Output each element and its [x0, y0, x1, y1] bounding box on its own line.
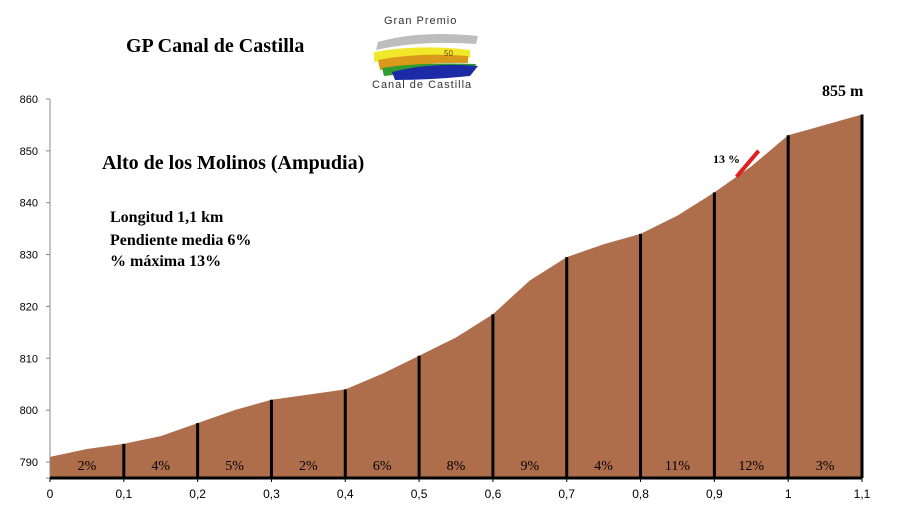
- x-tick-label: 0,9: [706, 487, 723, 501]
- segment-gradient-label: 2%: [299, 459, 318, 474]
- segment-gradient-label: 4%: [151, 459, 170, 474]
- logo-badge: 50: [444, 49, 453, 58]
- segment-gradient-label: 2%: [78, 459, 97, 474]
- info-average-gradient: Pendiente media 6%: [110, 232, 251, 249]
- segment-gradient-label: 6%: [373, 459, 392, 474]
- x-tick-label: 0,4: [337, 487, 354, 501]
- x-tick-label: 1: [785, 487, 792, 501]
- y-tick-label: 790: [20, 457, 38, 469]
- segment-gradient-label: 5%: [225, 459, 244, 474]
- logo-top-text: Gran Premio: [384, 15, 457, 27]
- max-gradient-section: [734, 149, 761, 179]
- y-tick-label: 800: [20, 405, 38, 417]
- x-tick-label: 0,5: [411, 487, 428, 501]
- x-tick-label: 0,8: [632, 487, 649, 501]
- segment-gradient-label: 9%: [520, 459, 539, 474]
- segment-gradient-label: 11%: [665, 459, 690, 474]
- x-tick-label: 0,2: [189, 487, 206, 501]
- x-tick-label: 0: [47, 487, 54, 501]
- y-tick-label: 810: [20, 353, 38, 365]
- y-tick-label: 840: [20, 198, 38, 210]
- elevation-area: [50, 114, 862, 479]
- peak-label: 855 m: [822, 83, 864, 100]
- y-tick-label: 860: [20, 94, 38, 106]
- info-max-gradient: % máxima 13%: [110, 253, 221, 270]
- segment-gradient-label: 12%: [738, 459, 764, 474]
- segment-gradient-label: 3%: [816, 459, 835, 474]
- x-tick-label: 0,7: [558, 487, 575, 501]
- y-tick-label: 830: [20, 250, 38, 262]
- chart-subtitle: Alto de los Molinos (Ampudia): [102, 152, 364, 174]
- y-tick-label: 820: [20, 301, 38, 313]
- x-tick-label: 0,6: [485, 487, 502, 501]
- chart-title: GP Canal de Castilla: [126, 35, 304, 57]
- logo-bottom-text: Canal de Castilla: [372, 79, 472, 91]
- x-tick-label: 0,3: [263, 487, 280, 501]
- y-tick-label: 850: [20, 146, 38, 158]
- segment-gradient-label: 8%: [447, 459, 466, 474]
- info-length: Longitud 1,1 km: [110, 209, 224, 226]
- segment-gradient-label: 4%: [594, 459, 613, 474]
- x-tick-label: 0,1: [115, 487, 132, 501]
- x-tick-label: 1,1: [854, 487, 871, 501]
- max-gradient-label: 13 %: [713, 152, 740, 166]
- logo: 50 Gran Premio Canal de Castilla: [372, 15, 478, 91]
